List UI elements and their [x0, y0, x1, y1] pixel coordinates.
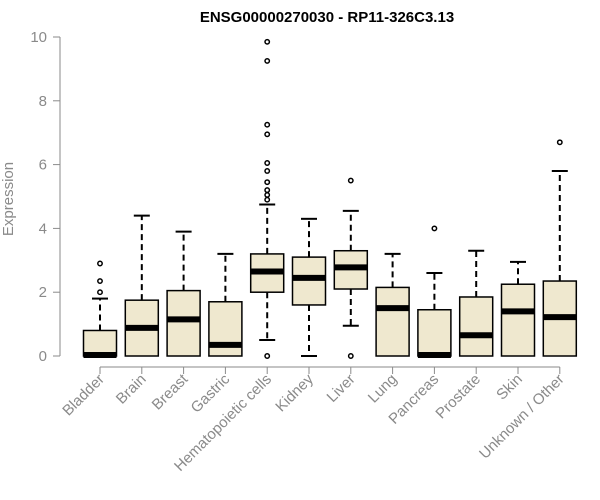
box-unknown-other: [542, 139, 578, 357]
outlier-point: [556, 139, 563, 146]
box-bladder: [82, 260, 118, 359]
x-tick-label: Bladder: [59, 371, 108, 420]
outlier-point: [264, 187, 271, 194]
outlier-point: [264, 38, 271, 45]
x-tick-label: Breast: [149, 370, 192, 413]
outlier-point: [97, 260, 103, 267]
box-breast: [166, 230, 201, 357]
outlier-point: [264, 196, 271, 203]
box-body: [458, 296, 494, 357]
box-prostate: [458, 249, 494, 357]
box-body: [417, 308, 452, 357]
chart-title: ENSG00000270030 - RP11-326C3.13: [200, 9, 454, 26]
x-tick-label: Kidney: [272, 370, 317, 415]
outlier-point: [97, 278, 103, 284]
y-tick-label: 8: [39, 93, 47, 110]
x-tick-label: Skin: [493, 371, 526, 404]
outlier-point: [264, 353, 271, 359]
x-tick-label: Brain: [113, 371, 150, 408]
outlier-point: [264, 160, 271, 166]
box-body: [208, 301, 243, 357]
plot-area: [82, 38, 578, 359]
y-axis: 0 2 4 6 8 10: [30, 29, 61, 365]
y-tick-label: 6: [39, 157, 47, 174]
box-body: [166, 289, 201, 357]
outlier-point: [264, 57, 271, 64]
box-kidney: [291, 217, 327, 357]
outlier-point: [347, 353, 354, 359]
outlier-point: [347, 177, 354, 184]
box-body: [375, 286, 410, 357]
outlier-point: [431, 225, 438, 232]
outlier-point: [264, 179, 271, 186]
box-body: [500, 283, 536, 357]
outlier-point: [264, 191, 271, 198]
x-tick-label: Lung: [365, 371, 401, 407]
y-tick-label: 0: [39, 348, 47, 365]
outlier-point: [264, 131, 271, 138]
outlier-point: [97, 289, 103, 296]
box-hematopoietic-cells: [249, 38, 285, 359]
box-lung: [375, 252, 410, 357]
y-tick-label: 2: [39, 284, 47, 301]
box-liver: [333, 177, 369, 359]
x-tick-label: Prostate: [432, 371, 484, 423]
box-brain: [124, 214, 160, 357]
y-axis-label: Expression: [0, 162, 17, 236]
box-pancreas: [417, 225, 452, 359]
y-tick-label: 10: [30, 29, 47, 46]
y-tick-label: 4: [39, 220, 47, 237]
x-tick-label: Liver: [324, 371, 359, 406]
box-skin: [500, 260, 536, 357]
outlier-point: [264, 121, 271, 128]
outlier-point: [264, 168, 271, 174]
box-body: [291, 256, 327, 306]
box-gastric: [208, 252, 243, 357]
